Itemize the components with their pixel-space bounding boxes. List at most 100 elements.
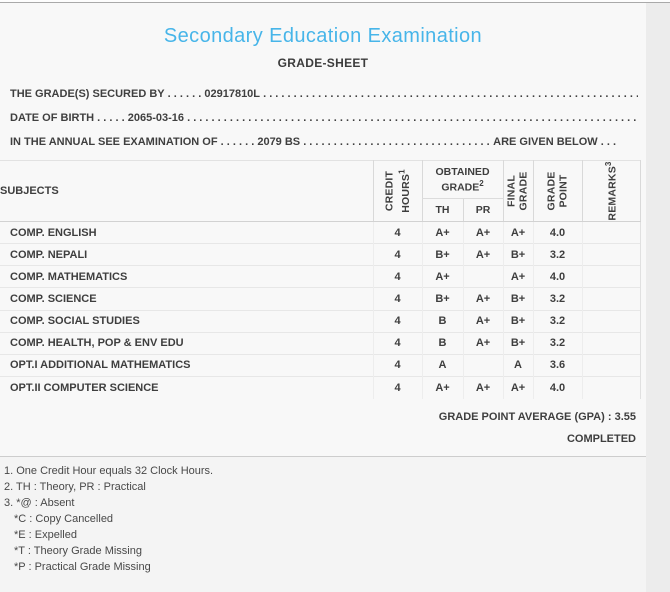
date-of-birth-line: DATE OF BIRTH . . . . . 2065-03-16 . . .… [0, 106, 646, 130]
obtained-grade-line2: GRADE [441, 181, 480, 194]
grade-sheet-heading: GRADE-SHEET [277, 56, 369, 70]
grade-point-line2: POINT [556, 174, 569, 208]
subject-cell: COMP. MATHEMATICS [0, 265, 373, 288]
remarks-label: REMARKS [606, 166, 619, 221]
final-grade-line1: FINAL [505, 175, 518, 207]
grade-point-cell: 3.2 [532, 243, 582, 266]
footnote-item: 1. One Credit Hour equals 32 Clock Hours… [4, 464, 214, 477]
final-grade-cell: B+ [502, 287, 533, 310]
grade-point-cell: 4.0 [532, 265, 582, 288]
student-info-block: THE GRADE(S) SECURED BY . . . . . . 0291… [0, 82, 646, 154]
grade-point-cell: 3.2 [532, 331, 582, 355]
remarks-cell [581, 309, 641, 333]
credit-hours-cell: 4 [372, 265, 422, 288]
remarks-cell [581, 243, 641, 266]
top-divider [0, 2, 670, 3]
th-grade-cell: A+ [421, 265, 463, 288]
grade-sheet-page: Secondary Education Examination GRADE-SH… [0, 3, 670, 592]
dot-leader: . . . . . . [164, 88, 205, 100]
grade-point-cell: 3.2 [532, 287, 582, 310]
col-header-grade-point: GRADE POINT [532, 160, 582, 222]
remarks-cell [581, 353, 641, 377]
credit-hours-cell: 4 [372, 287, 422, 310]
pr-grade-cell: A+ [462, 309, 503, 333]
final-grade-cell: A+ [502, 220, 533, 244]
remarks-cell [581, 331, 641, 355]
dot-filler: . . . . . . . . . . . . . . . . . . . . … [184, 112, 638, 124]
remarks-cell [581, 375, 641, 399]
th-grade-cell: B [421, 309, 463, 333]
top-margin [0, 0, 670, 2]
th-grade-cell: A+ [421, 220, 463, 244]
pr-grade-cell: A+ [462, 375, 503, 399]
pr-grade-cell: A+ [462, 220, 503, 244]
col-header-subjects: SUBJECTS [0, 160, 373, 222]
grade-table-header: SUBJECTS CREDIT HOURS1 OBTAINED GRADE2 F [0, 160, 641, 223]
remarks-cell [581, 265, 641, 288]
grade-table: SUBJECTS CREDIT HOURS1 OBTAINED GRADE2 F [0, 160, 641, 399]
table-row: COMP. SCIENCE 4 B+ A+ B+ 3.2 [0, 287, 641, 310]
dot-filler: . . . . . . . . . . . . . . . . . . . . … [303, 136, 493, 148]
footnotes-section: 1. One Credit Hour equals 32 Clock Hours… [0, 455, 646, 592]
credit-hours-cell: 4 [372, 375, 422, 399]
subject-cell: COMP. HEALTH, POP & ENV EDU [0, 331, 373, 355]
final-grade-cell: A [502, 353, 533, 377]
credit-hours-line1: CREDIT [382, 170, 395, 212]
obtained-grade-line1: OBTAINED [435, 165, 490, 178]
footnote-ref-1: 1 [396, 169, 406, 174]
subject-cell: OPT.I ADDITIONAL MATHEMATICS [0, 353, 373, 377]
th-grade-cell: A [421, 353, 463, 377]
grade-point-cell: 3.6 [532, 353, 582, 377]
dot-filler: . . . . . . . . . . . . . . . . . . . . … [263, 88, 638, 100]
result-status: COMPLETED [566, 432, 636, 445]
footnote-ref-2: 2 [479, 178, 484, 188]
final-grade-cell: B+ [502, 243, 533, 266]
subject-cell: COMP. NEPALI [0, 243, 373, 266]
are-given-below-text: ARE GIVEN BELOW . . . [493, 136, 616, 148]
subject-cell: COMP. ENGLISH [0, 220, 373, 244]
th-grade-cell: A+ [421, 375, 463, 399]
footnote-ref-3: 3 [604, 161, 613, 167]
col-header-obtained-grade: OBTAINED GRADE2 [421, 160, 504, 199]
pr-grade-cell: A+ [462, 243, 503, 266]
table-row: COMP. MATHEMATICS 4 A+ A+ 4.0 [0, 265, 641, 288]
col-header-th: TH [421, 198, 463, 223]
col-header-final-grade: FINAL GRADE [502, 160, 533, 222]
grade-point-cell: 3.2 [532, 309, 582, 333]
footnote-item: *T : Theory Grade Missing [14, 544, 142, 557]
gpa-label: GRADE POINT AVERAGE (GPA) : [438, 410, 612, 423]
pr-grade-cell: A+ [462, 331, 503, 355]
grade-secured-line: THE GRADE(S) SECURED BY . . . . . . 0291… [0, 82, 646, 106]
exam-title: Secondary Education Examination [163, 25, 483, 47]
final-grade-cell: A+ [502, 375, 533, 399]
table-row: OPT.II COMPUTER SCIENCE 4 A+ A+ A+ 4.0 [0, 375, 641, 399]
student-symbol-number: 02917810L [204, 88, 261, 100]
gpa-value: 3.55 [614, 410, 636, 423]
right-margin-strip [646, 3, 670, 592]
subject-cell: OPT.II COMPUTER SCIENCE [0, 375, 373, 399]
footnote-item: 2. TH : Theory, PR : Practical [4, 480, 146, 493]
examination-year-label: IN THE ANNUAL SEE EXAMINATION OF [10, 136, 218, 148]
pr-grade-cell [462, 265, 503, 288]
credit-hours-cell: 4 [372, 309, 422, 333]
th-grade-cell: B+ [421, 243, 463, 266]
gpa-line: GRADE POINT AVERAGE (GPA) : 3.55 [0, 407, 636, 428]
footnote-item: 3. *@ : Absent [4, 496, 75, 509]
final-grade-cell: B+ [502, 309, 533, 333]
pr-grade-cell: A+ [462, 287, 503, 310]
grade-secured-label: THE GRADE(S) SECURED BY [10, 88, 165, 100]
credit-hours-line2: HOURS [398, 173, 411, 213]
table-row: COMP. NEPALI 4 B+ A+ B+ 3.2 [0, 243, 641, 266]
pr-grade-cell [462, 353, 503, 377]
footnote-item: *P : Practical Grade Missing [14, 560, 151, 573]
footnote-item: *E : Expelled [14, 528, 77, 541]
grade-table-body: COMP. ENGLISH 4 A+ A+ A+ 4.0 COMP. NEPAL… [0, 220, 641, 399]
dot-leader: . . . . . [94, 112, 128, 124]
th-grade-cell: B+ [421, 287, 463, 310]
table-row: COMP. ENGLISH 4 A+ A+ A+ 4.0 [0, 220, 641, 244]
grade-point-cell: 4.0 [532, 220, 582, 244]
th-grade-cell: B [421, 331, 463, 355]
date-of-birth-value: 2065-03-16 [127, 112, 185, 124]
date-of-birth-label: DATE OF BIRTH [10, 112, 95, 124]
remarks-cell [581, 287, 641, 310]
